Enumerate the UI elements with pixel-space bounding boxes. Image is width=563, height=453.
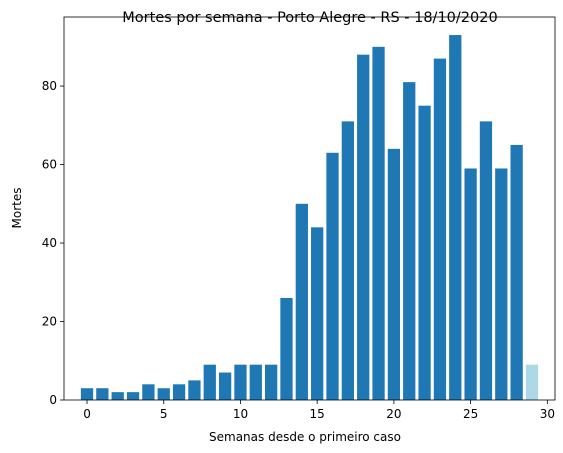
bar-week-22: [418, 106, 430, 400]
x-tick-label: 15: [310, 407, 325, 421]
bar-week-5: [158, 388, 170, 400]
x-axis-ticks: 0 5 10 15 20 25 30: [83, 400, 555, 421]
bar-week-3: [127, 392, 139, 400]
bar-week-21: [403, 82, 415, 400]
bar-week-7: [188, 380, 200, 400]
bar-week-18: [357, 55, 369, 400]
y-axis-ticks: 0 20 40 60 80: [42, 79, 64, 407]
x-tick-label: 10: [233, 407, 248, 421]
y-tick-label: 60: [42, 158, 57, 172]
bar-week-26: [480, 121, 492, 400]
bar-week-15: [311, 227, 323, 400]
bar-week-9: [219, 373, 231, 400]
bars-group: [81, 35, 538, 400]
y-tick-label: 20: [42, 315, 57, 329]
bar-week-25: [464, 168, 476, 400]
y-axis-label: Mortes: [10, 188, 24, 229]
bar-week-19: [372, 47, 384, 400]
bar-week-20: [388, 149, 400, 400]
bar-week-12: [265, 365, 277, 400]
y-tick-label: 80: [42, 79, 57, 93]
bar-week-17: [342, 121, 354, 400]
x-tick-label: 30: [540, 407, 555, 421]
y-tick-label: 40: [42, 236, 57, 250]
bar-week-10: [234, 365, 246, 400]
bar-week-29: [526, 365, 538, 400]
bar-week-27: [495, 168, 507, 400]
x-tick-label: 25: [463, 407, 478, 421]
bar-week-2: [112, 392, 124, 400]
bar-week-28: [511, 145, 523, 400]
bar-week-8: [204, 365, 216, 400]
y-tick-label: 0: [49, 393, 57, 407]
chart-title: Mortes por semana - Porto Alegre - RS - …: [122, 10, 497, 26]
x-tick-label: 5: [160, 407, 168, 421]
bar-week-13: [280, 298, 292, 400]
x-axis-label: Semanas desde o primeiro caso: [209, 430, 401, 444]
bar-week-14: [296, 204, 308, 400]
bar-week-24: [449, 35, 461, 400]
bar-week-4: [142, 384, 154, 400]
x-tick-label: 20: [386, 407, 401, 421]
bar-week-0: [81, 388, 93, 400]
bar-week-23: [434, 59, 446, 400]
bar-week-11: [250, 365, 262, 400]
bar-week-1: [96, 388, 108, 400]
bar-week-6: [173, 384, 185, 400]
bar-week-16: [326, 153, 338, 400]
x-tick-label: 0: [83, 407, 91, 421]
